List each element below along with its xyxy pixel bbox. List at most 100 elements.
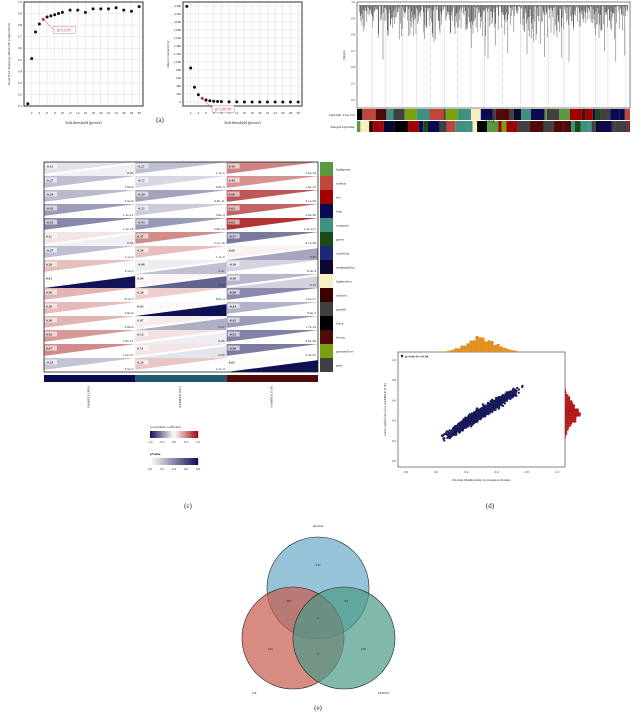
venn-count-DOWN_only: 149 xyxy=(360,647,366,651)
data-point xyxy=(196,93,200,97)
data-point xyxy=(474,421,477,424)
y-tick-label: 0.6 xyxy=(392,398,396,402)
top-histogram-bar xyxy=(451,349,455,352)
data-point xyxy=(499,400,502,403)
right-histogram-bar xyxy=(565,424,571,427)
module-label: green xyxy=(336,238,344,242)
data-point xyxy=(106,7,110,11)
module-color-block xyxy=(619,109,625,120)
top-histogram-bar xyxy=(511,350,515,352)
correlation-label: -0.27 xyxy=(46,179,54,183)
correlation-triangle xyxy=(226,246,318,258)
correlation-label: -0.42 xyxy=(46,207,54,211)
label-bg xyxy=(227,261,240,267)
correlation-triangle xyxy=(135,316,227,328)
correlation-label: -0.39 xyxy=(137,193,145,197)
data-point xyxy=(91,7,95,11)
corr-legend-step xyxy=(168,431,170,438)
pvalue-label: 1.9e-15 xyxy=(305,185,316,189)
x-tick-label: 10 xyxy=(220,111,224,115)
panel-label-b: (b) xyxy=(486,116,495,124)
x-tick-label: 18 xyxy=(250,111,254,115)
module-color-block xyxy=(487,121,499,132)
annotation-text: β=5,0.85 xyxy=(57,27,71,33)
top-histogram-bar xyxy=(457,348,461,352)
x-tick-label: 14 xyxy=(76,111,80,115)
module-color-block xyxy=(439,121,447,132)
top-histogram-bar xyxy=(487,340,491,352)
data-point xyxy=(478,412,482,415)
correlation-label: 0.01 xyxy=(46,277,52,281)
annotation-box xyxy=(211,105,235,113)
module-color-block xyxy=(529,121,544,132)
y-tick-label: 0.7 xyxy=(351,49,355,53)
label-bg xyxy=(45,275,57,281)
pvalue-triangle xyxy=(135,318,227,330)
sample-label: SAMPLE (NC) xyxy=(178,385,182,408)
corr-legend-step xyxy=(166,431,169,438)
correlation-label: -0.25 xyxy=(46,361,54,365)
corr-legend-step xyxy=(163,431,165,438)
y-tick-label: 0.8 xyxy=(18,23,22,27)
correlation-triangle xyxy=(226,232,318,244)
correlation-triangle xyxy=(226,218,318,230)
correlation-label: 0.20 xyxy=(137,291,143,295)
data-point xyxy=(68,8,72,12)
pvalue-triangle xyxy=(226,220,318,232)
module-color-block xyxy=(610,109,620,120)
data-point xyxy=(491,405,494,408)
data-point xyxy=(288,100,292,104)
label-bg xyxy=(45,331,57,337)
x-tick-label: 0.2 xyxy=(434,470,438,474)
module-color-swatch xyxy=(320,162,333,176)
p-legend-step xyxy=(172,458,175,465)
corr-legend-step xyxy=(160,431,163,438)
pvalue-label: 0.05 xyxy=(127,171,133,175)
x-tick-label: 30 xyxy=(137,111,141,115)
module-label: black xyxy=(336,322,344,326)
correlation-triangle xyxy=(135,232,227,244)
correlation-label: 0.30 xyxy=(46,291,52,295)
data-point xyxy=(250,100,254,104)
corr-legend-step xyxy=(158,431,160,438)
module-color-block xyxy=(595,121,600,132)
label-bg xyxy=(136,219,149,225)
correlation-triangle xyxy=(135,176,227,188)
label-bg xyxy=(45,191,57,197)
module-color-swatch xyxy=(320,246,333,260)
data-point xyxy=(512,388,516,391)
x-tick-label: 0.8 xyxy=(525,470,529,474)
module-color-block xyxy=(357,109,363,120)
data-point xyxy=(488,402,491,405)
data-point xyxy=(45,15,49,19)
correlation-label: 0.02 xyxy=(137,305,143,309)
y-tick-label: 1.0 xyxy=(18,0,22,4)
right-histogram-bar xyxy=(565,394,569,397)
data-point xyxy=(34,30,38,34)
data-point xyxy=(521,384,524,388)
right-histogram-bar xyxy=(565,416,577,419)
correlation-triangle xyxy=(135,190,227,202)
pvalue-label: 4.7e-20 xyxy=(305,241,316,245)
correlation-triangle xyxy=(226,260,318,272)
pvalue-triangle xyxy=(44,164,136,176)
module-color-block xyxy=(427,121,440,132)
corr-legend-step xyxy=(150,431,152,438)
corr-legend-step xyxy=(165,431,167,438)
corr-legend-step xyxy=(178,431,181,438)
y-axis-label: Gene significance for SAMPLE (UP) xyxy=(383,382,387,435)
data-point xyxy=(463,425,466,428)
p-legend-tick: 0.2 xyxy=(160,467,164,471)
pvalue-triangle xyxy=(135,346,227,358)
module-color-swatch xyxy=(320,232,333,246)
correlation-label: 0.06 xyxy=(229,249,235,253)
pvalue-triangle xyxy=(44,290,136,302)
p-legend-step xyxy=(166,458,169,465)
correlation-label: -0.17 xyxy=(137,179,145,183)
correlation-triangle xyxy=(135,246,227,258)
plot-frame xyxy=(23,1,144,107)
pvalue-label: 8.8e-4 xyxy=(216,297,225,301)
correlation-label: -0.22 xyxy=(137,207,145,211)
annotation-box xyxy=(52,26,76,34)
pvalue-label: 1.1e-5 xyxy=(216,255,225,259)
